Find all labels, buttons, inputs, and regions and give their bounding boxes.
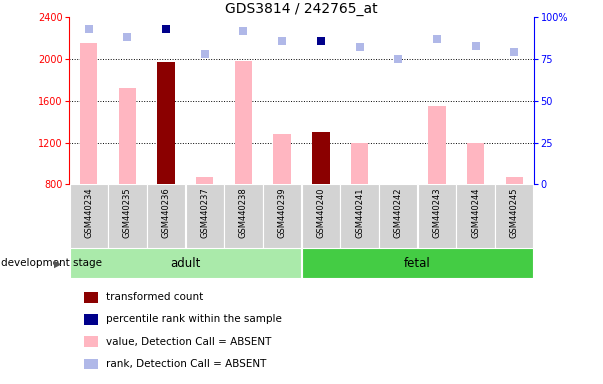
Bar — [495, 184, 534, 248]
Text: GSM440238: GSM440238 — [239, 187, 248, 238]
Point — [432, 36, 442, 42]
Bar — [428, 106, 446, 184]
Bar — [69, 184, 108, 248]
Bar — [505, 177, 523, 184]
Point — [239, 28, 248, 34]
Bar — [119, 88, 136, 184]
Bar — [235, 61, 252, 184]
Title: GDS3814 / 242765_at: GDS3814 / 242765_at — [225, 2, 378, 16]
Bar — [157, 62, 175, 184]
Text: adult: adult — [170, 257, 201, 270]
Bar — [69, 248, 302, 278]
Point — [393, 56, 403, 62]
Bar — [186, 184, 224, 248]
Point — [316, 38, 326, 44]
Text: GSM440236: GSM440236 — [162, 187, 171, 238]
Text: GSM440244: GSM440244 — [471, 187, 480, 238]
Text: GSM440239: GSM440239 — [277, 187, 286, 238]
Point — [355, 44, 364, 50]
Bar — [80, 43, 98, 184]
Point — [84, 26, 93, 32]
Bar — [147, 184, 185, 248]
Text: GSM440235: GSM440235 — [123, 187, 132, 238]
Bar — [108, 184, 147, 248]
Text: percentile rank within the sample: percentile rank within the sample — [106, 314, 282, 324]
Text: GSM440241: GSM440241 — [355, 187, 364, 238]
Bar — [467, 142, 484, 184]
Point — [471, 43, 481, 49]
Point — [277, 38, 287, 44]
Text: GSM440245: GSM440245 — [510, 187, 519, 238]
Bar — [351, 142, 368, 184]
Text: ▶: ▶ — [54, 258, 62, 268]
Bar — [340, 184, 379, 248]
Bar — [302, 184, 340, 248]
Text: GSM440234: GSM440234 — [84, 187, 93, 238]
Text: value, Detection Call = ABSENT: value, Detection Call = ABSENT — [106, 337, 271, 347]
Bar — [196, 177, 213, 184]
Text: GSM440240: GSM440240 — [317, 187, 326, 238]
Text: GSM440237: GSM440237 — [200, 187, 209, 238]
Text: development stage: development stage — [1, 258, 101, 268]
Point — [161, 26, 171, 32]
Bar — [312, 132, 330, 184]
Bar — [224, 184, 263, 248]
Point — [510, 49, 519, 55]
Point — [122, 34, 132, 40]
Text: GSM440243: GSM440243 — [432, 187, 441, 238]
Bar — [379, 184, 417, 248]
Bar — [263, 184, 302, 248]
Bar — [456, 184, 495, 248]
Point — [200, 51, 210, 57]
Bar — [302, 248, 534, 278]
Bar — [418, 184, 456, 248]
Bar — [273, 134, 291, 184]
Text: transformed count: transformed count — [106, 292, 203, 302]
Text: GSM440242: GSM440242 — [394, 187, 403, 238]
Text: rank, Detection Call = ABSENT: rank, Detection Call = ABSENT — [106, 359, 266, 369]
Text: fetal: fetal — [404, 257, 431, 270]
